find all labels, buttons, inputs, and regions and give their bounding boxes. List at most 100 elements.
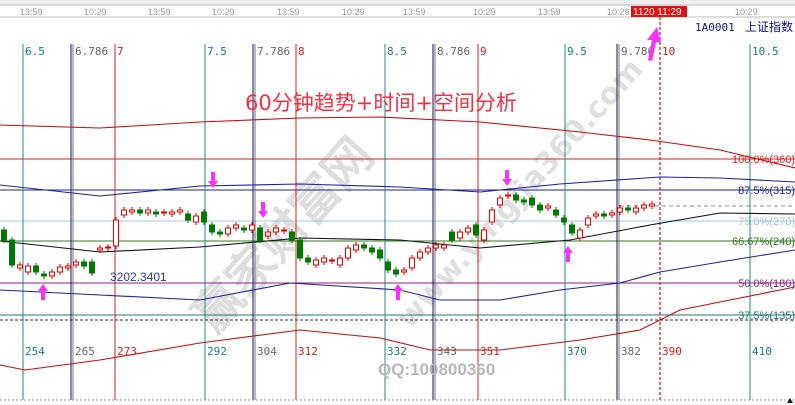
candle — [569, 222, 575, 236]
cycle-bottom-label: 292 — [207, 345, 227, 358]
candle-body — [161, 211, 167, 214]
candle-body — [201, 211, 207, 223]
cycle-bottom-label: 390 — [662, 345, 682, 358]
candle-body — [569, 224, 575, 234]
time-tick: 13:59 — [538, 7, 561, 17]
candle-body — [457, 231, 463, 239]
cycle-top-label: 9 — [480, 45, 487, 58]
candle — [537, 202, 543, 213]
candle — [265, 229, 271, 239]
candle-body — [185, 213, 191, 221]
arrow-up-icon — [647, 27, 661, 61]
candle — [1, 227, 7, 243]
candle-body — [385, 261, 391, 271]
candle — [465, 225, 471, 235]
candle — [441, 242, 447, 251]
candle-body — [257, 227, 263, 241]
cycle-bottom-label: 382 — [621, 345, 641, 358]
arrow-up-icon — [393, 284, 403, 300]
symbol-name: 上证指数 — [745, 19, 793, 34]
candle-body — [289, 231, 295, 241]
candle — [489, 207, 495, 225]
candle-body — [537, 204, 543, 211]
candle-body — [641, 204, 647, 209]
candle — [33, 263, 39, 275]
cycle-top-label: 7.5 — [207, 45, 227, 58]
top-bar — [0, 0, 795, 5]
candle-body — [377, 249, 383, 259]
candle — [145, 207, 151, 216]
time-tick: 10:29 — [607, 7, 630, 17]
candle — [313, 257, 319, 268]
candle-body — [57, 266, 63, 273]
candle — [361, 242, 367, 251]
candle — [217, 229, 223, 237]
candle-body — [153, 211, 159, 215]
arrows — [38, 27, 661, 300]
candle — [401, 267, 407, 275]
candle-body — [481, 229, 487, 241]
candle — [497, 195, 503, 208]
time-tick: 10:29 — [342, 7, 365, 17]
cycle-top-label: 10 — [662, 45, 675, 58]
candle-body — [89, 261, 95, 274]
candle-body — [409, 257, 415, 269]
arrow-down-icon — [258, 202, 268, 218]
candle — [73, 259, 79, 268]
candle — [321, 255, 327, 265]
candle-body — [121, 209, 127, 216]
arrow-up-icon — [563, 246, 573, 262]
candle — [249, 222, 255, 233]
candle-body — [505, 194, 511, 197]
candle — [9, 237, 15, 268]
arrow-down-icon — [208, 172, 218, 188]
candle-body — [321, 257, 327, 263]
candle-body — [273, 227, 279, 233]
candle — [297, 237, 303, 261]
cycle-top-label: 9.5 — [567, 45, 587, 58]
candle — [337, 255, 343, 268]
candle — [129, 207, 135, 215]
cycle-top-label: 8.786 — [437, 45, 470, 58]
candle — [185, 211, 191, 223]
candle — [393, 267, 399, 277]
cycle-top-label: 10.5 — [752, 45, 779, 58]
candle — [49, 269, 55, 279]
space-level-label: 75.0%(270) — [738, 216, 795, 228]
candle-body — [313, 259, 319, 266]
candle — [233, 222, 239, 231]
space-level-label: 66.67%(240) — [732, 236, 795, 248]
candle-body — [369, 247, 375, 253]
candle — [281, 227, 287, 234]
candle-body — [609, 212, 615, 216]
candle — [329, 257, 335, 264]
lower-blue-band — [0, 249, 795, 301]
candle-body — [233, 224, 239, 229]
candle-body — [433, 244, 439, 249]
candle — [513, 192, 519, 203]
candle — [577, 227, 583, 241]
candle-body — [169, 211, 175, 215]
cycle-bottom-label: 370 — [567, 345, 587, 358]
candle — [25, 263, 31, 275]
time-tick: 13:59 — [20, 7, 43, 17]
candle — [273, 225, 279, 235]
indicator-curves — [0, 116, 795, 371]
cycle-bottom-label: 332 — [387, 345, 407, 358]
candle-body — [617, 207, 623, 213]
candle — [57, 264, 63, 275]
candle — [473, 222, 479, 238]
cycle-top-label: 9.786 — [621, 45, 654, 58]
candle — [481, 227, 487, 243]
candle-body — [497, 197, 503, 206]
candle — [137, 207, 143, 216]
candle-body — [41, 273, 47, 277]
candle-body — [545, 205, 551, 209]
candle-body — [305, 257, 311, 263]
time-tick: 13:59 — [403, 7, 426, 17]
candle-body — [265, 231, 271, 237]
candle-body — [17, 264, 23, 269]
scroll-up-icon[interactable] — [787, 398, 793, 403]
candle-body — [417, 251, 423, 259]
low-price-label: 3202.3401 — [110, 270, 167, 284]
